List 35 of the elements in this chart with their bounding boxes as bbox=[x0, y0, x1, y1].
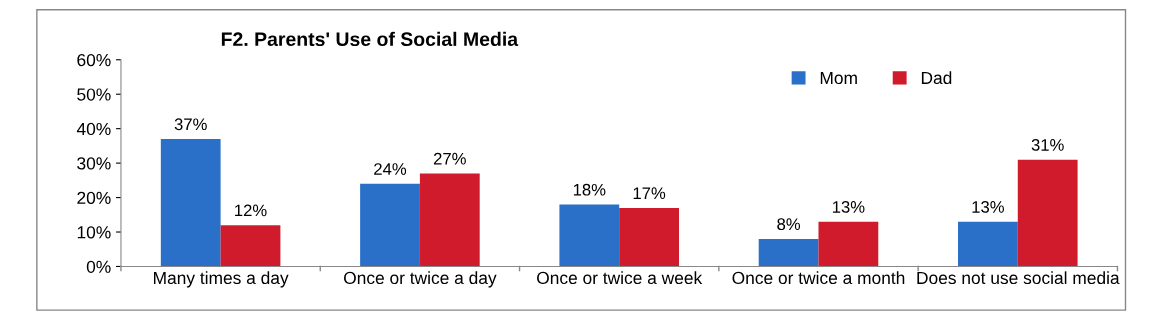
legend-label: Mom bbox=[820, 71, 857, 85]
bar bbox=[419, 173, 480, 267]
data-label: 37% bbox=[174, 118, 207, 131]
data-label: 12% bbox=[235, 204, 267, 217]
y-tick-label: 50% bbox=[77, 88, 111, 101]
data-label: 13% bbox=[832, 201, 865, 213]
x-tick-label: Once or twice a day bbox=[344, 271, 497, 288]
bar bbox=[559, 204, 620, 267]
y-tick-label: 20% bbox=[77, 191, 111, 205]
bar bbox=[1017, 159, 1078, 267]
x-tick-label: Once or twice a month bbox=[732, 271, 905, 285]
y-tick-label: 60% bbox=[77, 53, 111, 67]
chart-title: F2. Parents' Use of Social Media bbox=[221, 31, 519, 47]
data-label: 18% bbox=[573, 183, 606, 196]
x-tick-label: Once or twice a week bbox=[537, 271, 703, 285]
bar bbox=[818, 221, 879, 267]
y-tick-label: 40% bbox=[76, 122, 111, 136]
data-label: 31% bbox=[1031, 139, 1064, 151]
bar bbox=[360, 183, 420, 267]
x-tick-label: Does not use social media bbox=[917, 271, 1120, 285]
bar bbox=[958, 221, 1018, 267]
bar bbox=[758, 238, 819, 267]
x-tick-label: Many times a day bbox=[154, 271, 289, 288]
data-label: 24% bbox=[374, 163, 407, 175]
y-tick-label: 30% bbox=[77, 157, 111, 170]
data-label: 13% bbox=[972, 201, 1004, 213]
bar bbox=[220, 225, 281, 267]
bar bbox=[619, 207, 679, 267]
y-tick-label: 0% bbox=[86, 260, 111, 273]
legend-label: Dad bbox=[921, 71, 952, 85]
bar bbox=[160, 139, 221, 267]
data-label: 17% bbox=[633, 187, 666, 199]
y-tick-label: 10% bbox=[77, 226, 111, 239]
data-label: 27% bbox=[433, 152, 466, 165]
data-label: 8% bbox=[777, 218, 801, 231]
